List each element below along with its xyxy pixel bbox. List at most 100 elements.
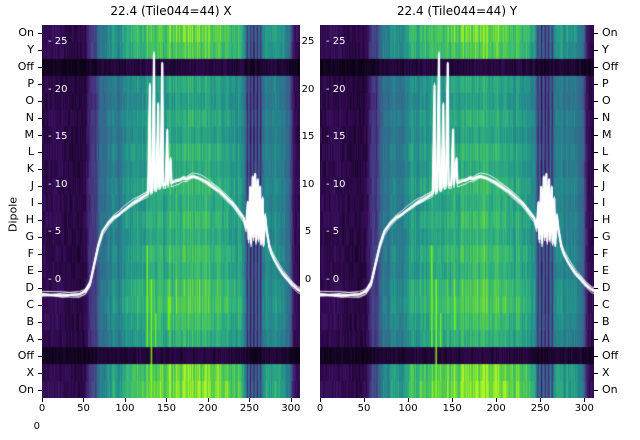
dipole-row-label-right: G [602,229,611,243]
dipole-tick-right [594,67,598,69]
x-tick-mark [496,398,498,402]
dipole-tick-right [594,152,598,154]
overlay-scale-label: - 20 [48,83,68,95]
dipole-row-label-left: J [30,179,34,193]
x-tick-label: 250 [530,403,550,414]
dipole-row-label-right: B [602,314,610,328]
corner-zero-label: 0 [33,421,40,432]
overlay-scale-label-gap: 0 [304,274,312,285]
x-tick-label: 200 [486,403,506,414]
dipole-tick-left [38,186,42,188]
x-tick-mark [249,398,251,402]
dipole-row-label-left: H [25,212,34,226]
dipole-row-label-left: F [27,246,34,260]
dipole-row-label-left: X [26,365,34,379]
x-tick-label: 300 [574,403,594,414]
dipole-row-label-right: J [602,179,606,193]
x-tick-label: 150 [442,403,462,414]
x-tick-mark [207,398,209,402]
dipole-row-label-right: I [602,196,606,210]
x-tick-mark [408,398,410,402]
x-tick-mark [364,398,366,402]
dipole-tick-right [594,219,598,221]
dipole-row-label-left: Y [27,43,34,57]
dipole-tick-right [594,253,598,255]
dipole-tick-left [38,84,42,86]
overlay-scale-label-gap: 25 [301,36,315,47]
dipole-tick-left [38,101,42,103]
x-tick-mark [83,398,85,402]
dipole-row-label-left: Off [17,348,34,362]
dipole-tick-right [594,169,598,171]
overlay-scale-label-gap: 15 [301,131,315,143]
dipole-tick-right [594,33,598,35]
dipole-row-label-left: M [24,128,35,142]
dipole-tick-left [38,135,42,137]
dipole-tick-left [38,33,42,35]
panel-title-y: 22.4 (Tile044=44) Y [396,4,518,18]
dipole-row-label-right: On [602,26,618,40]
dipole-row-label-right: E [602,263,609,277]
dipole-row-label-right: Off [602,348,619,362]
dipole-tick-left [38,321,42,323]
dipole-tick-left [38,355,42,357]
x-tick-mark [540,398,542,402]
dipole-row-label-right: C [602,297,610,311]
overlay-scale-label: - 0 [326,274,340,285]
dipole-row-label-left: O [25,94,34,108]
dipole-row-label-right: Off [602,60,619,74]
x-tick-label: 50 [357,403,371,414]
dipole-row-label-right: P [602,77,609,91]
x-tick-mark [452,398,454,402]
dipole-tick-right [594,338,598,340]
dipole-row-label-left: K [26,162,34,176]
heatmap-panel-y [320,25,594,398]
dipole-row-label-right: On [602,382,618,396]
dipole-tick-right [594,287,598,289]
dipole-tick-right [594,355,598,357]
overlay-scale-label: - 5 [48,226,62,238]
dipole-tick-right [594,304,598,306]
overlay-scale-label: - 15 [48,131,68,143]
dipole-row-label-left: Off [17,60,34,74]
overlay-scale-label: - 25 [326,36,346,47]
dipole-tick-right [594,118,598,120]
dipole-row-label-right: X [602,365,610,379]
x-tick-label: 150 [156,403,176,414]
dipole-tick-right [594,135,598,137]
dipole-row-label-left: I [30,196,34,210]
dipole-row-label-right: A [602,331,610,345]
x-tick-label: 300 [281,403,301,414]
dipole-row-label-right: O [602,94,611,108]
dipole-tick-left [38,253,42,255]
overlay-scale-label: - 10 [48,178,68,190]
dipole-tick-right [594,372,598,374]
overlay-scale-label: - 20 [326,83,346,95]
dipole-tick-left [38,236,42,238]
dipole-row-label-left: On [18,382,34,396]
overlay-scale-label: - 15 [326,131,346,143]
dipole-tick-left [38,203,42,205]
dipole-tick-right [594,186,598,188]
dipole-tick-left [38,287,42,289]
dipole-tick-right [594,321,598,323]
dipole-row-label-right: M [602,128,612,142]
dipole-row-label-right: H [602,212,611,226]
dipole-row-label-left: L [27,145,34,159]
x-tick-mark [166,398,168,402]
dipole-row-label-left: On [18,26,34,40]
dipole-row-label-right: Y [602,43,609,57]
dipole-row-label-left: A [26,331,34,345]
dipole-tick-left [38,50,42,52]
x-tick-mark [42,398,43,402]
x-tick-label: 250 [239,403,259,414]
dipole-row-label-left: C [26,297,34,311]
dipole-row-label-right: F [602,246,609,260]
x-tick-label: 200 [198,403,218,414]
x-tick-label: 100 [115,403,135,414]
dipole-tick-left [38,67,42,69]
dipole-row-label-left: G [25,229,34,243]
dipole-row-label-right: N [602,111,611,125]
dipole-row-label-left: N [25,111,34,125]
